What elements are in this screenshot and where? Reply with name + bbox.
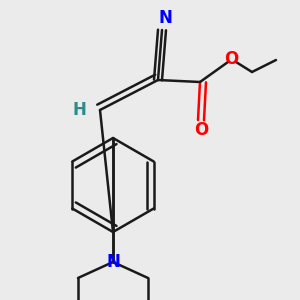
Text: N: N bbox=[158, 9, 172, 27]
Text: O: O bbox=[224, 50, 238, 68]
Text: O: O bbox=[194, 121, 208, 139]
Text: H: H bbox=[72, 101, 86, 119]
Text: N: N bbox=[106, 253, 120, 271]
